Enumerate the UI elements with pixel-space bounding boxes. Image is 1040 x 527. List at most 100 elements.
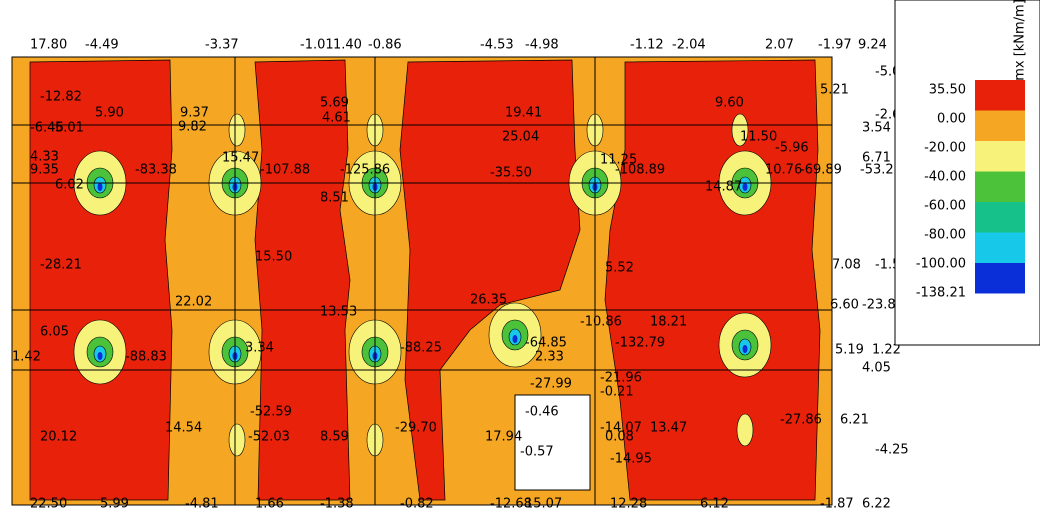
value-label: 9.24 — [858, 38, 887, 53]
value-label: 7.08 — [832, 258, 861, 273]
value-label: 6.60 — [830, 298, 859, 313]
value-label: 9.60 — [715, 96, 744, 111]
value-label: 11.50 — [740, 130, 777, 145]
value-label: -27.86 — [780, 413, 822, 428]
value-label: -14.95 — [610, 452, 652, 467]
value-label: -29.70 — [395, 421, 437, 436]
contour — [228, 423, 246, 457]
value-label: 9.35 — [30, 163, 59, 178]
value-label: 3.34 — [245, 341, 274, 356]
value-label: 5.52 — [605, 261, 634, 276]
value-label: -88.83 — [125, 350, 167, 365]
value-label: 6.05 — [40, 325, 69, 340]
value-label: 8.59 — [320, 430, 349, 445]
value-label: 5.01 — [55, 121, 84, 136]
value-label: -23.82 — [862, 298, 904, 313]
legend-label: -40.00 — [924, 170, 966, 185]
value-label: 6.21 — [840, 413, 869, 428]
value-label: -1.01 — [300, 38, 334, 53]
value-label: 17.80 — [30, 38, 67, 53]
value-label: 17.94 — [485, 430, 522, 445]
value-label: 11.25 — [600, 153, 637, 168]
value-label: 15.50 — [255, 250, 292, 265]
value-label: -1.87 — [820, 497, 854, 512]
value-label: -4.81 — [185, 497, 219, 512]
legend-swatch — [975, 110, 1025, 141]
legend-label: -60.00 — [924, 199, 966, 214]
value-label: 22.02 — [175, 295, 212, 310]
value-label: -0.57 — [520, 445, 554, 460]
value-label: -12.68 — [490, 497, 532, 512]
value-label: -4.53 — [480, 38, 514, 53]
value-label: 5.69 — [320, 96, 349, 111]
value-label: 4.33 — [30, 150, 59, 165]
value-label: -12.82 — [40, 90, 82, 105]
value-label: 2.33 — [535, 350, 564, 365]
value-label: -1.12 — [630, 38, 664, 53]
value-label: -2.04 — [672, 38, 706, 53]
contour — [736, 413, 754, 447]
value-label: -0.82 — [400, 497, 434, 512]
value-label: 9.82 — [178, 120, 207, 135]
legend-swatch — [975, 232, 1025, 263]
value-label: -52.59 — [250, 405, 292, 420]
legend-label: -20.00 — [924, 141, 966, 156]
opening — [514, 394, 591, 491]
contour — [512, 335, 518, 343]
value-label: 8.51 — [320, 191, 349, 206]
value-label: 14.54 — [165, 421, 202, 436]
value-label: -6.46 — [30, 121, 64, 136]
value-label: -132.79 — [615, 336, 665, 351]
value-label: 12.28 — [610, 497, 647, 512]
value-label: 5.21 — [820, 83, 849, 98]
value-label: -27.99 — [530, 377, 572, 392]
value-label: 15.07 — [525, 497, 562, 512]
value-label: -83.38 — [135, 163, 177, 178]
value-label: 15.47 — [222, 151, 259, 166]
value-label: -5.96 — [775, 141, 809, 156]
value-label: 6.12 — [700, 497, 729, 512]
legend-swatch — [975, 171, 1025, 202]
value-label: -64.85 — [525, 336, 567, 351]
value-label: 0.08 — [605, 430, 634, 445]
legend-title: mx [kNm/m] — [1013, 0, 1028, 81]
value-label: 14.87 — [705, 180, 742, 195]
value-label: 9.37 — [180, 106, 209, 121]
grid — [12, 57, 832, 505]
value-label: -35.50 — [490, 166, 532, 181]
region — [254, 59, 351, 501]
legend-swatch — [975, 80, 1025, 111]
value-label: -1.38 — [320, 497, 354, 512]
value-label: -107.88 — [260, 163, 310, 178]
value-label: 4.61 — [322, 111, 351, 126]
value-label: -88.25 — [400, 341, 442, 356]
value-label: -53.27 — [860, 163, 902, 178]
value-label: -4.49 — [85, 38, 119, 53]
value-label: 25.04 — [502, 130, 539, 145]
value-label: -52.03 — [248, 430, 290, 445]
value-label: -125.86 — [340, 163, 390, 178]
value-label: 22.50 — [30, 497, 67, 512]
value-label: -14.07 — [600, 421, 642, 436]
value-label: 5.99 — [100, 497, 129, 512]
value-label: -28.21 — [40, 258, 82, 273]
value-label: 1.40 — [333, 38, 362, 53]
value-label: -0.86 — [368, 38, 402, 53]
value-label: 1.22 — [872, 343, 901, 358]
contour — [731, 113, 749, 147]
value-label: 6.22 — [862, 497, 891, 512]
contour — [742, 345, 748, 353]
value-label: 6.02 — [55, 178, 84, 193]
value-label: -0.46 — [525, 405, 559, 420]
contour — [742, 183, 748, 191]
value-label: 5.90 — [95, 106, 124, 121]
contour — [97, 183, 103, 191]
value-label: 18.21 — [650, 315, 687, 330]
value-label: 19.41 — [505, 106, 542, 121]
value-label: 5.19 — [835, 343, 864, 358]
legend-swatch — [975, 141, 1025, 172]
contour — [97, 352, 103, 360]
legend-swatch — [975, 202, 1025, 233]
legend-swatch — [975, 263, 1025, 294]
